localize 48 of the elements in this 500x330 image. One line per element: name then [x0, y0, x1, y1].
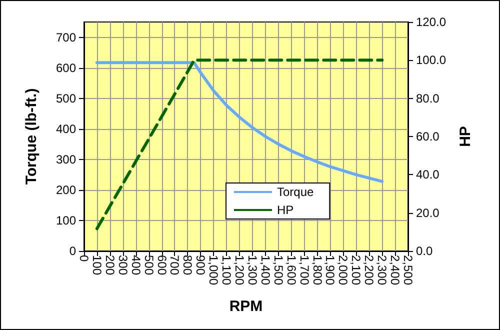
legend-label: Torque: [277, 185, 314, 199]
y2-tick-label: 80.0: [416, 91, 440, 106]
y-tick-label: 700: [56, 30, 76, 44]
x-tick-label: 1,800: [310, 255, 324, 286]
x-tick-label: 900: [194, 255, 208, 276]
y-axis-title: Torque (lb-ft.): [23, 88, 40, 185]
y2-tick-label: 120.0: [416, 15, 446, 29]
x-tick-label: 100: [90, 255, 104, 276]
x-tick-label: 2,100: [349, 255, 364, 286]
x-tick-label: 600: [154, 255, 169, 276]
y-tick-label: 400: [56, 122, 76, 136]
y2-tick-label: 20.0: [416, 206, 440, 220]
y2-tick-label: 0.0: [416, 244, 434, 258]
x-tick-label: 1,400: [258, 255, 272, 286]
x-tick-label: 2,500: [401, 255, 415, 286]
x-tick-label: 200: [102, 255, 117, 276]
x-tick-label: 1,100: [220, 255, 234, 286]
x-tick-label: 1,000: [206, 255, 221, 286]
x-tick-label: 2,000: [336, 255, 350, 286]
x-tick-label: 1,200: [232, 255, 247, 286]
y-tick-label: 0: [69, 244, 76, 258]
legend-label: HP: [277, 203, 294, 217]
x-tick-label: 700: [168, 255, 182, 276]
x-tick-label: 1,600: [284, 255, 298, 286]
x-tick-label: 2,300: [375, 255, 390, 286]
x-axis-title: RPM: [229, 298, 263, 315]
x-tick-label: 0: [77, 255, 91, 262]
y-tick-label: 200: [56, 182, 76, 197]
x-tick-label: 1,500: [271, 255, 286, 286]
y-tick-label: 500: [56, 91, 76, 106]
line-series: [95, 61, 384, 183]
x-tick-label: 2,200: [362, 255, 376, 286]
x-tick-label: 1,700: [297, 255, 312, 286]
y2-tick-label: 60.0: [416, 130, 440, 144]
y2-tick-label: 100.0: [416, 53, 446, 68]
y-tick-label: 600: [56, 60, 76, 75]
x-tick-label: 800: [180, 255, 195, 276]
x-tick-label: 1,300: [245, 255, 260, 286]
x-tick-label: 300: [116, 255, 130, 276]
y2-tick-label: 40.0: [416, 168, 440, 182]
y2-axis-title: HP: [457, 126, 474, 147]
x-tick-label: 500: [142, 255, 156, 276]
x-tick-label: 2,400: [388, 255, 402, 286]
x-tick-label: 1,900: [323, 255, 338, 286]
y-tick-label: 300: [56, 152, 76, 166]
line-series: [95, 58, 384, 230]
x-tick-label: 400: [128, 255, 143, 276]
y-tick-label: 100: [56, 213, 76, 228]
